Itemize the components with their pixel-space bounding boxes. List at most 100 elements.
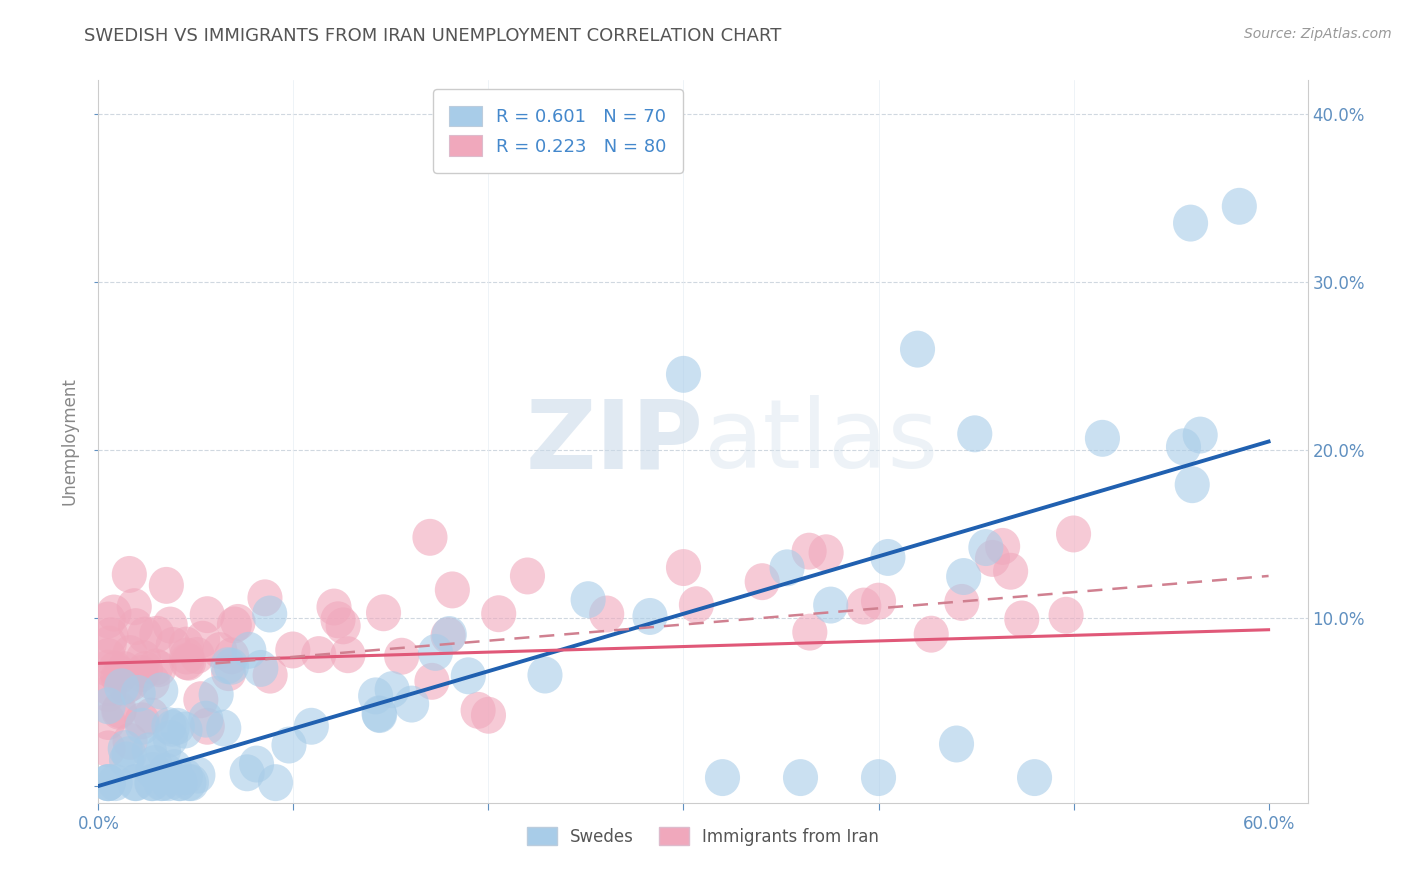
Ellipse shape bbox=[969, 529, 1004, 566]
Ellipse shape bbox=[432, 616, 467, 653]
Ellipse shape bbox=[214, 648, 249, 685]
Ellipse shape bbox=[471, 697, 506, 734]
Ellipse shape bbox=[1222, 188, 1257, 225]
Ellipse shape bbox=[183, 681, 218, 718]
Ellipse shape bbox=[124, 655, 159, 692]
Ellipse shape bbox=[633, 598, 668, 635]
Ellipse shape bbox=[257, 764, 292, 801]
Ellipse shape bbox=[1017, 759, 1052, 796]
Ellipse shape bbox=[108, 731, 143, 767]
Ellipse shape bbox=[243, 650, 278, 687]
Ellipse shape bbox=[510, 558, 546, 594]
Ellipse shape bbox=[156, 627, 191, 664]
Ellipse shape bbox=[813, 587, 848, 624]
Ellipse shape bbox=[945, 584, 980, 621]
Ellipse shape bbox=[808, 534, 844, 571]
Ellipse shape bbox=[860, 759, 896, 796]
Ellipse shape bbox=[247, 580, 283, 616]
Ellipse shape bbox=[239, 746, 274, 782]
Legend: Swedes, Immigrants from Iran: Swedes, Immigrants from Iran bbox=[520, 821, 886, 852]
Ellipse shape bbox=[97, 595, 132, 632]
Ellipse shape bbox=[1056, 516, 1091, 552]
Ellipse shape bbox=[145, 764, 180, 801]
Ellipse shape bbox=[589, 596, 624, 632]
Ellipse shape bbox=[121, 675, 156, 712]
Ellipse shape bbox=[114, 665, 149, 701]
Ellipse shape bbox=[198, 676, 233, 713]
Ellipse shape bbox=[769, 549, 804, 586]
Ellipse shape bbox=[146, 732, 181, 769]
Ellipse shape bbox=[90, 731, 125, 767]
Ellipse shape bbox=[666, 356, 702, 392]
Ellipse shape bbox=[90, 764, 125, 801]
Ellipse shape bbox=[97, 764, 132, 801]
Ellipse shape bbox=[134, 764, 169, 801]
Ellipse shape bbox=[152, 764, 187, 801]
Ellipse shape bbox=[112, 723, 148, 760]
Text: SWEDISH VS IMMIGRANTS FROM IRAN UNEMPLOYMENT CORRELATION CHART: SWEDISH VS IMMIGRANTS FROM IRAN UNEMPLOY… bbox=[84, 27, 782, 45]
Ellipse shape bbox=[127, 616, 162, 654]
Ellipse shape bbox=[415, 663, 450, 700]
Ellipse shape bbox=[527, 657, 562, 693]
Ellipse shape bbox=[211, 648, 246, 684]
Ellipse shape bbox=[792, 614, 827, 650]
Ellipse shape bbox=[162, 764, 197, 801]
Ellipse shape bbox=[90, 703, 125, 740]
Ellipse shape bbox=[108, 667, 143, 705]
Ellipse shape bbox=[91, 669, 127, 706]
Ellipse shape bbox=[359, 677, 394, 714]
Ellipse shape bbox=[1174, 467, 1209, 503]
Ellipse shape bbox=[111, 556, 146, 593]
Ellipse shape bbox=[169, 643, 204, 680]
Ellipse shape bbox=[143, 764, 179, 801]
Ellipse shape bbox=[860, 582, 896, 620]
Ellipse shape bbox=[253, 657, 288, 694]
Ellipse shape bbox=[316, 589, 352, 625]
Ellipse shape bbox=[180, 756, 215, 794]
Ellipse shape bbox=[138, 648, 173, 686]
Ellipse shape bbox=[125, 702, 160, 739]
Ellipse shape bbox=[704, 759, 740, 796]
Ellipse shape bbox=[301, 636, 336, 673]
Ellipse shape bbox=[745, 563, 780, 600]
Ellipse shape bbox=[666, 549, 702, 586]
Ellipse shape bbox=[946, 558, 981, 595]
Ellipse shape bbox=[101, 691, 136, 728]
Ellipse shape bbox=[430, 617, 465, 654]
Ellipse shape bbox=[91, 625, 127, 663]
Ellipse shape bbox=[111, 736, 146, 773]
Ellipse shape bbox=[172, 644, 207, 681]
Ellipse shape bbox=[90, 649, 125, 687]
Ellipse shape bbox=[135, 752, 170, 789]
Ellipse shape bbox=[1004, 600, 1039, 638]
Ellipse shape bbox=[108, 741, 143, 779]
Ellipse shape bbox=[993, 553, 1028, 590]
Ellipse shape bbox=[229, 755, 264, 791]
Ellipse shape bbox=[361, 696, 396, 732]
Ellipse shape bbox=[107, 651, 142, 688]
Ellipse shape bbox=[167, 758, 202, 795]
Ellipse shape bbox=[174, 764, 209, 801]
Ellipse shape bbox=[135, 764, 170, 801]
Ellipse shape bbox=[271, 727, 307, 764]
Ellipse shape bbox=[190, 707, 225, 745]
Ellipse shape bbox=[128, 651, 163, 688]
Ellipse shape bbox=[384, 638, 419, 674]
Ellipse shape bbox=[914, 615, 949, 653]
Text: ZIP: ZIP bbox=[524, 395, 703, 488]
Ellipse shape bbox=[326, 607, 361, 644]
Ellipse shape bbox=[1173, 204, 1208, 242]
Ellipse shape bbox=[321, 601, 356, 639]
Ellipse shape bbox=[434, 572, 470, 608]
Ellipse shape bbox=[783, 759, 818, 796]
Y-axis label: Unemployment: Unemployment bbox=[60, 377, 79, 506]
Ellipse shape bbox=[127, 640, 160, 677]
Ellipse shape bbox=[571, 582, 606, 618]
Ellipse shape bbox=[135, 663, 170, 700]
Ellipse shape bbox=[125, 707, 160, 745]
Ellipse shape bbox=[792, 533, 827, 570]
Ellipse shape bbox=[202, 632, 238, 669]
Ellipse shape bbox=[330, 636, 366, 673]
Ellipse shape bbox=[412, 519, 447, 556]
Ellipse shape bbox=[214, 638, 249, 674]
